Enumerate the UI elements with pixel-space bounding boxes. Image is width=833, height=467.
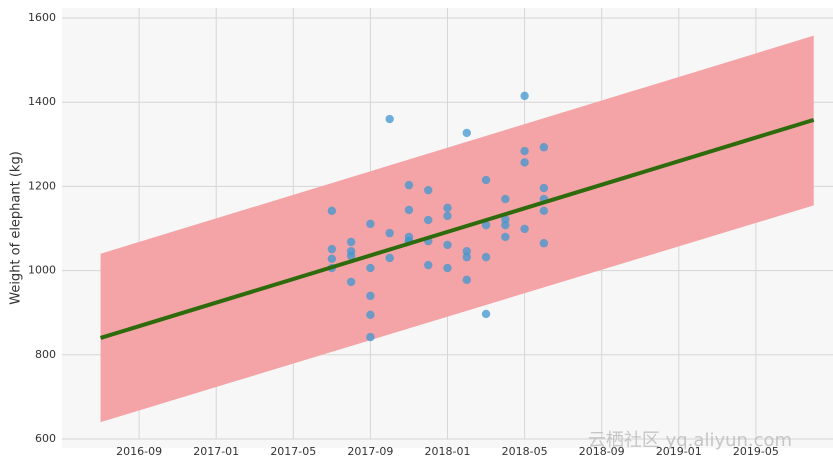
data-point bbox=[443, 211, 452, 221]
data-point bbox=[346, 277, 356, 287]
data-point bbox=[462, 247, 471, 256]
data-point bbox=[366, 291, 375, 301]
data-point bbox=[424, 185, 433, 195]
trend-line bbox=[99, 117, 815, 340]
data-point bbox=[501, 194, 510, 204]
data-point bbox=[520, 158, 529, 167]
x-tick-label: 2018-05 bbox=[502, 445, 548, 458]
x-tick-label: 2017-01 bbox=[193, 445, 239, 458]
data-point bbox=[346, 237, 356, 247]
data-point bbox=[327, 244, 337, 254]
data-point bbox=[462, 128, 471, 138]
x-tick-label: 2016-09 bbox=[116, 445, 162, 458]
data-point bbox=[481, 175, 491, 185]
data-point bbox=[501, 220, 510, 230]
data-point bbox=[346, 251, 356, 261]
data-point bbox=[539, 143, 549, 152]
data-point bbox=[443, 263, 452, 273]
data-point bbox=[539, 183, 549, 193]
data-point bbox=[404, 180, 414, 190]
data-point bbox=[481, 252, 491, 262]
data-point bbox=[404, 205, 414, 215]
data-point bbox=[520, 224, 529, 234]
x-tick-label: 2018-09 bbox=[579, 445, 625, 458]
data-point bbox=[501, 232, 510, 242]
data-point bbox=[462, 275, 471, 285]
y-axis-label: Weight of elephant (kg) bbox=[9, 151, 24, 305]
data-point bbox=[424, 215, 433, 225]
y-tick-label: 1400 bbox=[28, 95, 56, 108]
data-point bbox=[481, 309, 491, 319]
data-point bbox=[366, 263, 375, 273]
x-tick-label: 2018-01 bbox=[425, 445, 471, 458]
data-point bbox=[366, 310, 375, 320]
data-point bbox=[327, 254, 337, 264]
data-point bbox=[539, 206, 549, 216]
y-tick-label: 1600 bbox=[28, 11, 56, 24]
data-point bbox=[443, 203, 452, 213]
data-point bbox=[539, 239, 549, 248]
data-point bbox=[366, 219, 375, 229]
data-point bbox=[501, 215, 510, 224]
watermark: 云栖社区 yq.aliyun.com bbox=[588, 430, 792, 451]
data-point bbox=[481, 220, 491, 230]
data-point bbox=[520, 91, 529, 101]
data-point bbox=[443, 240, 452, 250]
x-tick-label: 2017-05 bbox=[270, 445, 316, 458]
y-tick-label: 1200 bbox=[28, 179, 56, 192]
data-point bbox=[462, 252, 471, 262]
x-tick-label: 2019-01 bbox=[656, 445, 702, 458]
data-point bbox=[520, 146, 529, 156]
y-tick-label: 1000 bbox=[28, 264, 56, 277]
data-point bbox=[424, 260, 433, 270]
x-tick-label: 2017-09 bbox=[347, 445, 393, 458]
data-point bbox=[366, 332, 375, 342]
x-tick-label: 2019-05 bbox=[733, 445, 779, 458]
data-point bbox=[385, 114, 394, 124]
data-point bbox=[327, 206, 337, 216]
y-tick-label: 600 bbox=[35, 432, 56, 445]
data-point bbox=[385, 253, 394, 263]
y-tick-label: 800 bbox=[35, 348, 56, 361]
data-point bbox=[385, 228, 394, 238]
